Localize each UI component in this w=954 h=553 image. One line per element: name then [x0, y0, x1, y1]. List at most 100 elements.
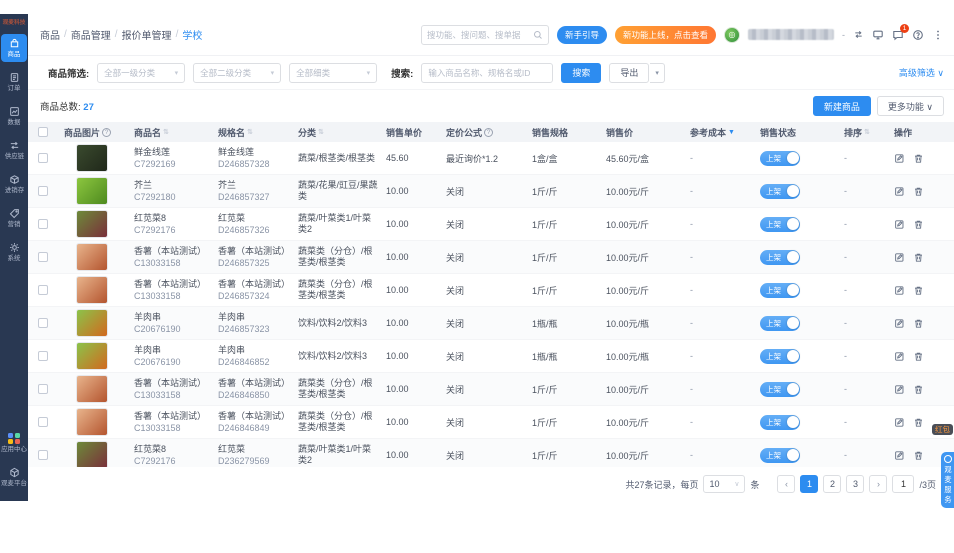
row-checkbox[interactable] — [38, 384, 48, 394]
status-toggle[interactable]: 上架 — [760, 249, 800, 265]
edit-icon[interactable] — [894, 318, 905, 329]
edit-icon[interactable] — [894, 351, 905, 362]
edit-icon[interactable] — [894, 285, 905, 296]
advanced-filter-link[interactable]: 高级筛选 ∨ — [898, 68, 944, 78]
row-checkbox[interactable] — [38, 318, 48, 328]
per-page-select[interactable]: 10 ∨ — [703, 475, 746, 493]
filter-label: 商品筛选: — [48, 68, 90, 80]
row-checkbox[interactable] — [38, 252, 48, 262]
category-cell: 蔬菜类（分仓）/根茎类/根茎类 — [298, 411, 373, 432]
customer-service-tab[interactable]: 观 麦 服 务 — [941, 452, 954, 508]
delete-icon[interactable] — [913, 450, 924, 461]
row-checkbox[interactable] — [38, 186, 48, 196]
status-toggle[interactable]: 上架 — [760, 150, 800, 166]
breadcrumb-item[interactable]: 商品 — [40, 31, 60, 42]
row-checkbox[interactable] — [38, 417, 48, 427]
edit-icon[interactable] — [894, 417, 905, 428]
delete-icon[interactable] — [913, 318, 924, 329]
status-toggle[interactable]: 上架 — [760, 414, 800, 430]
info-icon[interactable]: ? — [102, 127, 112, 137]
status-toggle[interactable]: 上架 — [760, 216, 800, 232]
edit-icon[interactable] — [894, 384, 905, 395]
row-checkbox[interactable] — [38, 285, 48, 295]
page-button-1[interactable]: 1 — [800, 475, 819, 493]
status-toggle[interactable]: 上架 — [760, 315, 800, 331]
more-actions-button[interactable]: 更多功能 ∨ — [876, 96, 944, 116]
delete-icon[interactable] — [913, 384, 924, 395]
delete-icon[interactable] — [913, 252, 924, 263]
info-icon[interactable]: ? — [484, 127, 494, 137]
global-search-input[interactable] — [426, 29, 529, 40]
delete-icon[interactable] — [913, 351, 924, 362]
create-product-button[interactable]: 新建商品 — [812, 96, 871, 116]
promo-button[interactable]: 新功能上线，点击查看 — [614, 25, 716, 44]
status-toggle[interactable]: 上架 — [760, 183, 800, 199]
status-toggle[interactable]: 上架 — [760, 348, 800, 364]
spec-name: 香薯（本站测试） — [218, 411, 291, 421]
prev-page-button[interactable]: ‹ — [777, 475, 796, 493]
help-icon[interactable] — [912, 29, 924, 41]
product-search-input[interactable] — [421, 62, 554, 83]
edit-icon[interactable] — [894, 186, 905, 197]
edit-icon[interactable] — [894, 450, 905, 461]
edit-icon[interactable] — [894, 219, 905, 230]
edit-icon[interactable] — [894, 252, 905, 263]
select-all-checkbox[interactable] — [38, 127, 48, 137]
status-toggle[interactable]: 上架 — [760, 381, 800, 397]
sidebar-item-platform[interactable]: 观麦平台 — [1, 463, 27, 491]
status-toggle[interactable]: 上架 — [760, 282, 800, 298]
sidebar-item-app-center[interactable]: 应用中心 — [1, 429, 27, 458]
status-toggle[interactable]: 上架 — [760, 447, 800, 463]
breadcrumb-item[interactable]: 报价单管理 — [121, 31, 172, 42]
sort-icon[interactable]: ⇅ — [247, 129, 253, 136]
page-jump-input[interactable] — [892, 475, 915, 493]
sort-icon[interactable]: ⇅ — [864, 129, 870, 136]
breadcrumb-item-current[interactable]: 学校 — [182, 31, 203, 42]
delete-icon[interactable] — [913, 219, 924, 230]
spec-name: 羊肉串 — [218, 312, 246, 322]
row-checkbox[interactable] — [38, 219, 48, 229]
global-search[interactable] — [420, 24, 549, 45]
delete-icon[interactable] — [913, 417, 924, 428]
sidebar-item-system[interactable]: 系统 — [1, 238, 27, 266]
chevron-down-icon: ▾ — [174, 69, 179, 77]
sort-caret-icon[interactable]: ▼ — [728, 128, 735, 136]
row-checkbox[interactable] — [38, 450, 48, 460]
product-name: 香薯（本站测试） — [134, 411, 207, 421]
breadcrumb-item[interactable]: 商品管理 — [70, 31, 111, 42]
export-button[interactable]: 导出 — [609, 62, 650, 83]
sidebar-item-orders[interactable]: 订单 — [1, 68, 27, 96]
sidebar-item-label: 营销 — [7, 221, 21, 228]
edit-icon[interactable] — [894, 153, 905, 164]
avatar[interactable]: ◎ — [724, 26, 740, 43]
search-button[interactable]: 搜索 — [561, 62, 602, 83]
sidebar-item-data[interactable]: 数据 — [1, 102, 27, 130]
sidebar-item-goods[interactable]: 商品 — [1, 34, 27, 62]
more-icon[interactable] — [932, 29, 944, 41]
category-level3-select[interactable]: 全部细类 ▾ — [289, 62, 378, 83]
product-name-cell: 羊肉串 C20676190 — [134, 311, 218, 335]
next-page-button[interactable]: › — [869, 475, 888, 493]
delete-icon[interactable] — [913, 153, 924, 164]
delete-icon[interactable] — [913, 285, 924, 296]
sidebar-item-supply-chain[interactable]: 供应链 — [1, 136, 27, 164]
workbench-icon[interactable] — [872, 29, 884, 41]
page-button-3[interactable]: 3 — [846, 475, 865, 493]
sort-icon[interactable]: ⇅ — [163, 129, 169, 136]
switch-account-icon[interactable] — [853, 29, 864, 40]
page-button-2[interactable]: 2 — [823, 475, 842, 493]
sidebar-item-inventory[interactable]: 进销存 — [1, 170, 27, 198]
export-dropdown-button[interactable]: ▾ — [650, 62, 665, 83]
row-checkbox[interactable] — [38, 153, 48, 163]
guide-button[interactable]: 新手引导 — [556, 25, 607, 44]
service-char: 观 — [943, 465, 952, 474]
category-level1-select[interactable]: 全部一级分类 ▾ — [97, 62, 186, 83]
message-icon[interactable]: 1 — [892, 23, 909, 41]
category-level2-select[interactable]: 全部二级分类 ▾ — [193, 62, 282, 83]
sidebar-item-marketing[interactable]: 营销 — [1, 204, 27, 232]
red-packet-badge[interactable]: 红包 — [932, 424, 953, 435]
spec-code: D246846850 — [218, 390, 270, 400]
row-checkbox[interactable] — [38, 351, 48, 361]
delete-icon[interactable] — [913, 186, 924, 197]
sort-icon[interactable]: ⇅ — [318, 129, 324, 136]
